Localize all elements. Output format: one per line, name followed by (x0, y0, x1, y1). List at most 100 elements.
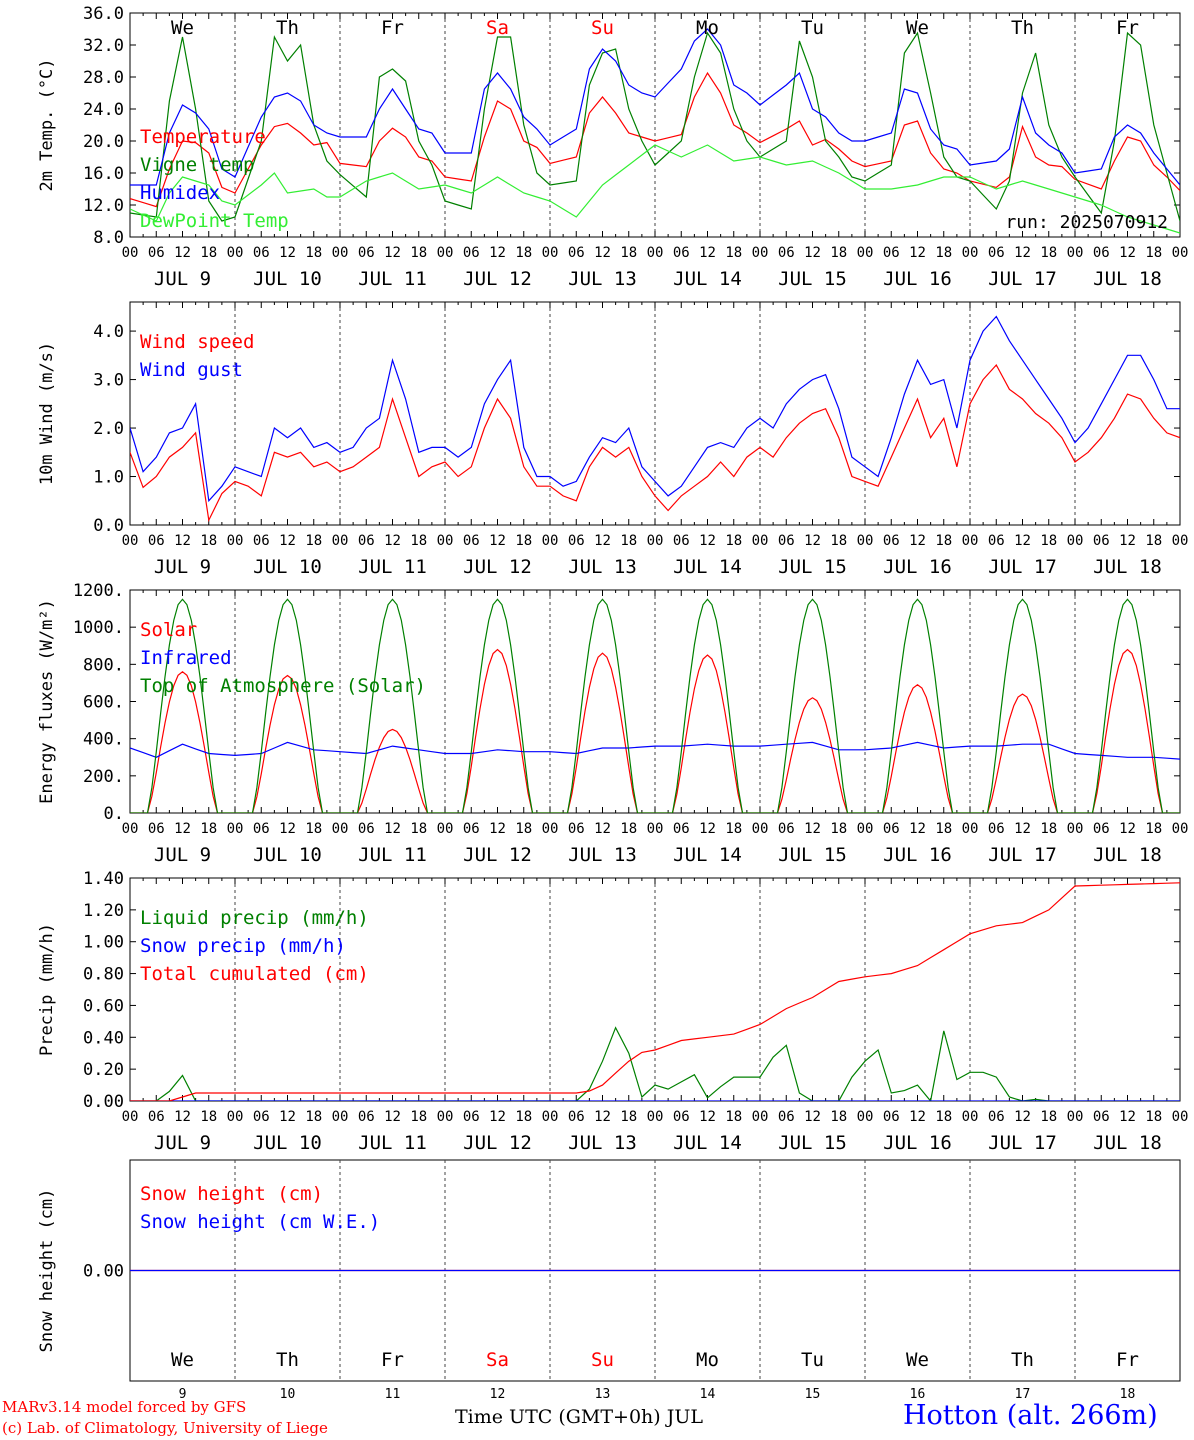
x-date-label: JUL 9 (154, 556, 211, 578)
day-of-week-label: Tu (801, 17, 824, 39)
day-of-week-label: Su (591, 17, 614, 39)
series-line (130, 648, 1180, 813)
run-label: run: 2025070912 (1005, 212, 1168, 233)
x-date-label: JUL 14 (673, 844, 742, 866)
day-of-week-label: Th (276, 1349, 299, 1371)
x-hour-label: 12 (1014, 533, 1031, 549)
x-hour-label: 12 (384, 245, 401, 261)
x-hour-label: 18 (830, 533, 847, 549)
x-hour-label: 18 (620, 821, 637, 837)
panel-2: 0.0 1.0 2.0 3.0 4.0 10m Wind (m/s) 00 06 12 18 JUL… (37, 301, 1189, 578)
y-tick-label: 1.0 (93, 468, 124, 488)
y-tick-label: 20.0 (83, 132, 124, 152)
x-hour-label: 12 (279, 821, 296, 837)
x-hour-label: 00 (542, 1109, 559, 1125)
x-hour-label: 06 (883, 245, 900, 261)
x-hour-label: 12 (1014, 1109, 1031, 1125)
x-hour-label: 06 (988, 245, 1005, 261)
x-hour-label: 00 (962, 533, 979, 549)
x-hour-label: 06 (463, 245, 480, 261)
y-tick-label: 32.0 (83, 36, 124, 56)
x-date-label: JUL 14 (673, 556, 742, 578)
x-date-label: JUL 15 (778, 1132, 847, 1154)
x-hour-label: 18 (1145, 245, 1162, 261)
x-hour-label: 06 (883, 533, 900, 549)
day-of-week-label: We (171, 17, 194, 39)
x-hour-label: 12 (174, 245, 191, 261)
x-hour-label: 18 (620, 1109, 637, 1125)
x-hour-label: 00 (647, 533, 664, 549)
x-date-label: JUL 10 (253, 1132, 322, 1154)
x-date-label: JUL 18 (1093, 844, 1162, 866)
x-date-label: JUL 10 (253, 268, 322, 290)
x-date-label: JUL 12 (463, 1132, 532, 1154)
x-hour-label: 06 (673, 821, 690, 837)
y-tick-label: 12.0 (83, 196, 124, 216)
y-tick-label: 1.00 (83, 933, 124, 953)
x-hour-label: 06 (1093, 533, 1110, 549)
x-date-label: JUL 14 (673, 1132, 742, 1154)
x-hour-label: 18 (620, 245, 637, 261)
x-hour-label: 12 (804, 245, 821, 261)
x-hour-label: 18 (1040, 245, 1057, 261)
series-line (130, 71, 1180, 208)
x-hour-label: 12 (174, 821, 191, 837)
x-hour-label: 06 (463, 1109, 480, 1125)
day-of-week-label: Th (276, 17, 299, 39)
x-date-label: JUL 12 (463, 556, 532, 578)
x-hour-label: 00 (1172, 533, 1189, 549)
x-hour-label: 00 (227, 821, 244, 837)
x-hour-label: 18 (1040, 821, 1057, 837)
day-number-label: 10 (280, 1387, 296, 1402)
day-number-label: 11 (385, 1387, 401, 1402)
x-hour-label: 12 (804, 533, 821, 549)
legend-entry: Total cumulated (cm) (140, 963, 369, 985)
x-hour-label: 06 (463, 533, 480, 549)
x-hour-label: 18 (305, 1109, 322, 1125)
series-line (130, 144, 1180, 234)
x-hour-label: 00 (1172, 821, 1189, 837)
x-hour-label: 18 (200, 245, 217, 261)
x-hour-label: 18 (515, 1109, 532, 1125)
x-hour-label: 00 (227, 533, 244, 549)
panel-1: 8.0 12.0 16.0 20.0 24.0 28.0 32.0 36.0 2m Temp. … (37, 4, 1188, 290)
x-hour-label: 00 (332, 533, 349, 549)
x-hour-label: 12 (384, 533, 401, 549)
legend-entry: Temperature (140, 126, 266, 148)
x-hour-label: 00 (332, 1109, 349, 1125)
y-tick-label: 0.00 (83, 1092, 124, 1112)
x-hour-label: 00 (1067, 1109, 1084, 1125)
day-number-label: 16 (910, 1387, 926, 1402)
x-hour-label: 06 (358, 245, 375, 261)
x-hour-label: 12 (1119, 1109, 1136, 1125)
legend-entry: Liquid precip (mm/h) (140, 907, 369, 929)
y-tick-label: 0.60 (83, 996, 124, 1016)
legend-entry: Snow height (cm) (140, 1183, 323, 1205)
x-date-label: JUL 16 (883, 556, 952, 578)
x-date-label: JUL 18 (1093, 556, 1162, 578)
day-of-week-label: Mo (696, 1349, 719, 1371)
x-hour-label: 12 (699, 245, 716, 261)
y-tick-label: 36.0 (83, 4, 124, 24)
x-date-label: JUL 17 (988, 1132, 1057, 1154)
day-of-week-label: Mo (696, 17, 719, 39)
series-line (130, 741, 1180, 760)
x-date-label: JUL 17 (988, 268, 1057, 290)
panel-4: 0.00 0.20 0.40 0.60 0.80 1.00 1.20 1.40 Precip (… (37, 869, 1188, 1154)
x-date-label: JUL 10 (253, 844, 322, 866)
x-hour-label: 06 (568, 245, 585, 261)
x-hour-label: 18 (305, 821, 322, 837)
x-hour-label: 00 (122, 245, 139, 261)
x-date-label: JUL 10 (253, 556, 322, 578)
x-hour-label: 18 (200, 533, 217, 549)
x-hour-label: 18 (410, 533, 427, 549)
x-hour-label: 06 (148, 1109, 165, 1125)
x-hour-label: 12 (279, 533, 296, 549)
y-tick-label: 28.0 (83, 68, 124, 88)
y-tick-label: 0.80 (83, 965, 124, 985)
x-hour-label: 06 (988, 533, 1005, 549)
x-date-label: JUL 15 (778, 556, 847, 578)
x-hour-label: 00 (122, 821, 139, 837)
x-hour-label: 12 (594, 245, 611, 261)
x-hour-label: 18 (410, 821, 427, 837)
